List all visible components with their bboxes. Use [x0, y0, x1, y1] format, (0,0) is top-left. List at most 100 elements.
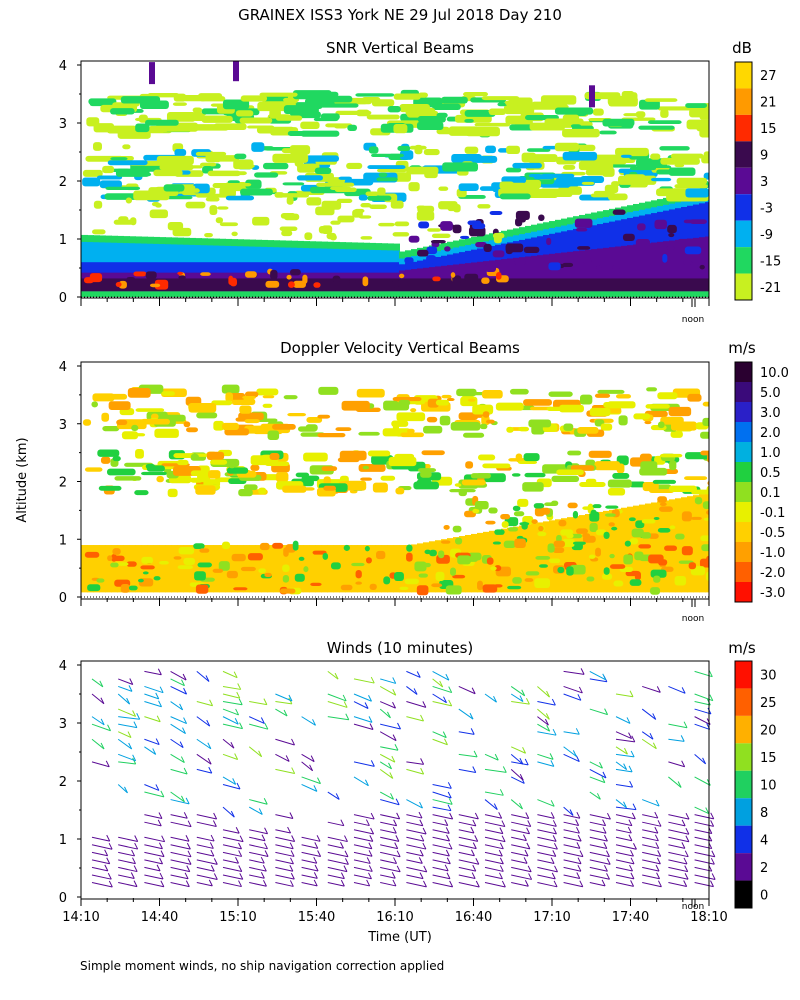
heatmap-cell — [501, 259, 508, 292]
heatmap-cell — [310, 582, 322, 587]
wind-barb-flag — [475, 858, 480, 865]
heatmap-cell — [452, 275, 462, 284]
wind-barb — [301, 866, 319, 872]
wind-barb-flag — [683, 721, 688, 728]
wind-barb — [668, 821, 686, 827]
heatmap-cell — [492, 232, 505, 239]
wind-barb-flag — [499, 872, 503, 880]
heatmap-cell — [166, 111, 196, 122]
heatmap-cell — [452, 204, 461, 213]
heatmap-cell — [495, 402, 524, 411]
wind-barb-flag — [291, 767, 296, 774]
heatmap-cell — [306, 416, 323, 423]
wind-barb — [222, 693, 240, 699]
heatmap-cell — [312, 550, 327, 555]
heatmap-cell — [367, 450, 391, 457]
heatmap-cell — [336, 198, 353, 203]
wind-barb — [432, 859, 451, 865]
heatmap-cell — [397, 145, 411, 151]
heatmap-cell — [611, 526, 618, 531]
heatmap-cell — [156, 475, 164, 483]
wind-barb — [694, 701, 711, 706]
heatmap-cell — [616, 394, 632, 399]
wind-barb-flag — [501, 880, 506, 888]
wind-barb — [144, 882, 164, 888]
heatmap-cell — [393, 545, 400, 593]
wind-barb — [301, 753, 315, 763]
wind-barb-flag — [708, 670, 713, 677]
heatmap-cell — [127, 388, 151, 398]
heatmap-cell — [133, 271, 147, 277]
wind-barb — [642, 866, 660, 872]
wind-barb — [484, 866, 504, 872]
wind-barb — [511, 836, 527, 842]
heatmap-cell — [107, 468, 136, 476]
heatmap-cell — [172, 102, 187, 106]
heatmap-cell — [171, 545, 178, 593]
wind-barb-flag — [604, 708, 609, 715]
wind-barb-flag — [474, 835, 479, 842]
colorbar-label: 4 — [760, 833, 768, 848]
heatmap-cell — [129, 278, 136, 292]
heatmap-cell — [265, 280, 280, 288]
heatmap-cell — [346, 162, 363, 169]
heatmap-cell — [570, 465, 595, 471]
wind-barb — [615, 866, 633, 872]
wind-barb-flag — [370, 676, 375, 684]
heatmap-cell — [111, 545, 118, 593]
heatmap-cell — [495, 529, 502, 593]
wind-barb — [589, 761, 603, 769]
wind-barb — [511, 814, 529, 819]
wind-barb-flag — [681, 760, 686, 767]
heatmap-cell — [213, 420, 224, 431]
wind-barb-flag — [207, 757, 212, 765]
wind-barb-flag — [681, 687, 686, 694]
wind-barb — [222, 874, 243, 880]
heatmap-cell — [638, 125, 675, 130]
heatmap-cell — [561, 278, 568, 292]
heatmap-cell — [525, 256, 532, 292]
wind-barb — [248, 746, 262, 758]
wind-barb — [144, 746, 156, 755]
wind-barb-flag — [181, 795, 185, 803]
y-tick-label: 3 — [59, 117, 67, 132]
heatmap-cell — [675, 533, 685, 540]
heatmap-cell — [303, 452, 328, 462]
heatmap-cell — [568, 186, 582, 195]
heatmap-cell — [292, 90, 332, 100]
heatmap-cell — [681, 511, 692, 522]
heatmap-cell — [603, 531, 610, 539]
wind-barb-flag — [448, 699, 453, 707]
heatmap-cell — [154, 428, 179, 438]
wind-barb-flag — [182, 727, 186, 734]
heatmap-cell — [513, 257, 520, 292]
heatmap-cell — [392, 232, 410, 237]
wind-barb — [406, 836, 424, 842]
y-tick-label: 0 — [59, 591, 67, 606]
heatmap-cell — [201, 545, 208, 593]
wind-barb — [379, 686, 397, 696]
wind-barb — [275, 844, 294, 850]
heatmap-cell — [128, 585, 138, 591]
heatmap-cell — [120, 96, 161, 104]
heatmap-cell — [345, 278, 352, 292]
wind-barb-flag — [264, 827, 269, 834]
wind-barb — [432, 821, 448, 826]
wind-barb-flag — [127, 731, 132, 738]
heatmap-cell — [120, 583, 130, 593]
heatmap-cell — [417, 205, 435, 213]
heatmap-cell — [393, 93, 421, 100]
heatmap-cell — [399, 278, 406, 292]
heatmap-cell — [171, 278, 178, 292]
colorbar-swatch — [735, 661, 752, 689]
wind-barb — [668, 882, 687, 887]
heatmap-cell — [177, 271, 183, 275]
heatmap-cell — [323, 485, 337, 491]
wind-barb-flag — [448, 686, 453, 693]
wind-barb — [249, 866, 267, 872]
heatmap-cell — [629, 481, 646, 488]
wind-barb — [249, 799, 268, 805]
wind-barb — [510, 799, 523, 810]
heatmap-cell — [447, 205, 456, 212]
wind-barb — [668, 829, 689, 835]
